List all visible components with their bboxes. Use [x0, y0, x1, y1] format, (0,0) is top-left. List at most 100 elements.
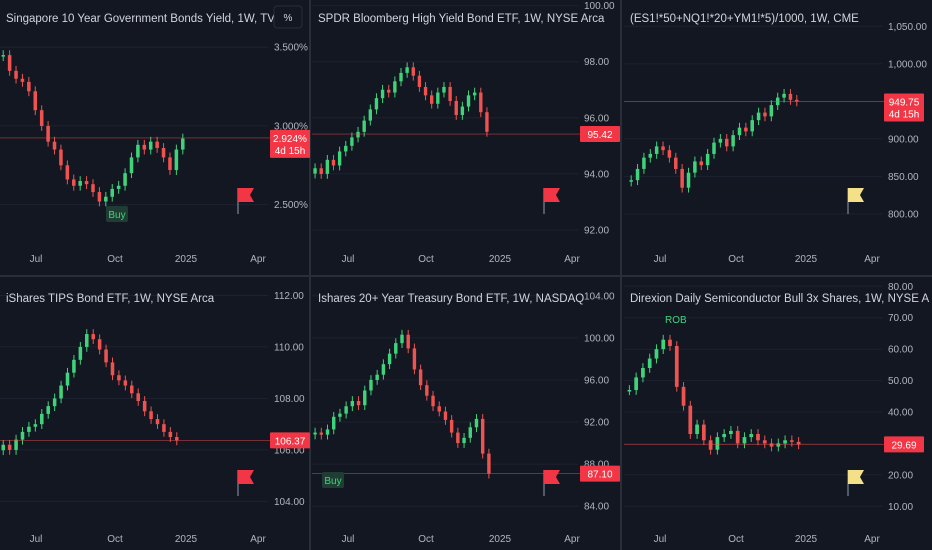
candle — [437, 406, 441, 412]
x-tick-label: Apr — [864, 534, 880, 545]
chart-panel-4[interactable]: 112.00 110.00 108.00 106.00 104.00 Jul Oct 2025… — [0, 291, 310, 545]
candle — [338, 413, 342, 417]
candle — [789, 440, 794, 442]
candle — [661, 146, 665, 151]
chart-panel-3[interactable]: 1,050.001,000.00950.00900.00850.00800.00… — [624, 13, 927, 265]
candle — [174, 149, 179, 171]
flag-icon[interactable] — [238, 470, 254, 484]
candle — [454, 100, 458, 115]
candle — [325, 159, 330, 174]
x-tick-label: Jul — [654, 254, 667, 265]
candle — [33, 91, 38, 111]
signal-badge — [322, 472, 344, 488]
candle — [436, 92, 440, 104]
candle — [39, 110, 44, 126]
candle — [374, 98, 379, 110]
candle — [718, 138, 723, 143]
flag-icon[interactable] — [544, 470, 560, 484]
candle — [148, 141, 153, 150]
last-value-label: 95.42 — [587, 130, 612, 141]
candle — [695, 424, 699, 434]
candle — [699, 161, 704, 166]
candle — [783, 440, 787, 444]
candle — [313, 432, 317, 435]
candle — [701, 424, 706, 441]
candle — [363, 390, 367, 406]
candle — [91, 334, 95, 340]
candle — [712, 142, 716, 154]
candle — [641, 368, 645, 378]
candle — [7, 55, 12, 71]
y-tick-label: 70.00 — [888, 313, 913, 324]
candle — [449, 419, 454, 433]
candle — [362, 120, 366, 132]
candle — [742, 437, 747, 444]
y-tick-label: 1,000.00 — [888, 59, 927, 70]
candle — [412, 348, 417, 370]
y-tick-label: 3.000% — [274, 121, 308, 132]
candle — [468, 427, 472, 438]
candle — [350, 401, 355, 407]
flag-icon[interactable] — [848, 470, 864, 484]
candle — [85, 334, 89, 347]
candle — [674, 157, 678, 169]
x-tick-label: Oct — [107, 254, 123, 265]
chart-title: Direxion Daily Semiconductor Bull 3x Sha… — [630, 293, 929, 305]
candle — [782, 93, 786, 98]
candle — [722, 434, 727, 438]
candle — [136, 393, 140, 401]
candle — [776, 443, 781, 447]
candle — [448, 86, 452, 101]
candle — [313, 168, 317, 174]
candle — [332, 416, 336, 430]
candle — [460, 106, 465, 115]
candle — [162, 424, 166, 432]
x-tick-label: Jul — [30, 254, 43, 265]
candle — [749, 434, 754, 438]
y-tick-label: 92.00 — [584, 418, 609, 429]
flag-icon[interactable] — [848, 188, 864, 202]
candle — [130, 385, 134, 394]
candle — [344, 145, 348, 152]
chart-panel-6[interactable]: 80.0070.0060.0050.0040.0030.0020.0010.00… — [624, 282, 929, 545]
chart-panel-5[interactable]: 104.00 100.00 96.00 92.00 88.00 84.00 Jul Oct 20… — [312, 291, 620, 545]
x-tick-label: Oct — [728, 534, 744, 545]
y-tick-label: 100.00 — [584, 1, 615, 12]
y-tick-label: 900.00 — [888, 134, 919, 145]
candle — [425, 385, 429, 396]
candle — [795, 99, 799, 102]
candle — [479, 92, 483, 113]
candle — [123, 173, 127, 186]
candle — [117, 375, 121, 381]
candle — [52, 141, 57, 150]
x-tick-label: Oct — [418, 254, 434, 265]
flag-icon[interactable] — [238, 188, 254, 202]
candle — [393, 81, 397, 93]
candle — [110, 188, 115, 197]
y-tick-label: 110.00 — [274, 342, 304, 353]
candle — [52, 398, 57, 407]
x-tick-label: Oct — [107, 534, 123, 545]
candle — [480, 418, 485, 454]
candle — [648, 153, 653, 158]
candle — [430, 95, 434, 104]
candle — [629, 180, 633, 182]
x-tick-label: 2025 — [795, 254, 818, 265]
candle — [769, 443, 774, 447]
candle — [65, 165, 70, 180]
y-tick-label: 96.00 — [584, 375, 609, 386]
unit-badge[interactable] — [273, 5, 303, 29]
chart-panel-2[interactable]: 100.00 98.00 96.00 94.00 92.00 Jul Oct 2025 Apr S… — [312, 1, 620, 265]
x-tick-label: Jul — [30, 534, 43, 545]
candle — [319, 432, 324, 435]
candle — [27, 426, 31, 432]
chart-panel-1[interactable]: 3.500% 3.000% 2.500% Jul Oct 2025 Apr Singapore… — [0, 5, 310, 265]
flag-icon[interactable] — [544, 188, 560, 202]
y-tick-label: 850.00 — [888, 172, 919, 183]
candle — [40, 413, 44, 425]
price-tag — [580, 126, 620, 143]
candle — [411, 67, 415, 76]
candle — [400, 334, 404, 344]
y-tick-label: 20.00 — [888, 470, 913, 481]
candle — [337, 151, 342, 166]
